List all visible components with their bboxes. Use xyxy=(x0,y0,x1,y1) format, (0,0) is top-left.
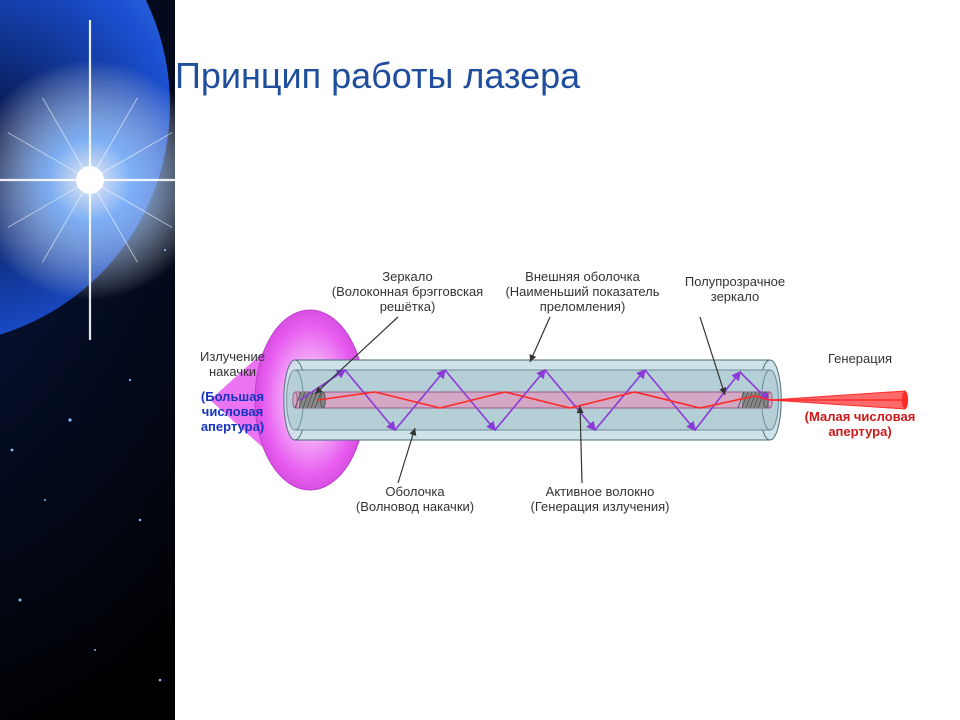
label-mirror-left: Зеркало(Волоконная брэгговская решётка) xyxy=(315,270,500,315)
label-mirror-right: Полупрозрачноезеркало xyxy=(665,275,805,305)
right-mirror xyxy=(738,392,768,408)
label-generation: Генерация xyxy=(805,352,915,367)
callout-line xyxy=(530,317,550,362)
laser-diagram: Излучениенакачки (Большая числовая аперту… xyxy=(170,250,930,550)
label-pump-label: Излучениенакачки xyxy=(180,350,285,380)
label-active-fiber: Активное волокно(Генерация излучения) xyxy=(510,485,690,515)
label-large-na: (Большая числовая апертура) xyxy=(175,390,290,435)
label-inner-clad: Оболочка(Волновод накачки) xyxy=(335,485,495,515)
label-small-na: (Малая числовая апертура) xyxy=(785,410,935,440)
label-outer-clad: Внешняя оболочка(Наименьший показатель п… xyxy=(490,270,675,315)
page-title: Принцип работы лазера xyxy=(175,55,580,97)
